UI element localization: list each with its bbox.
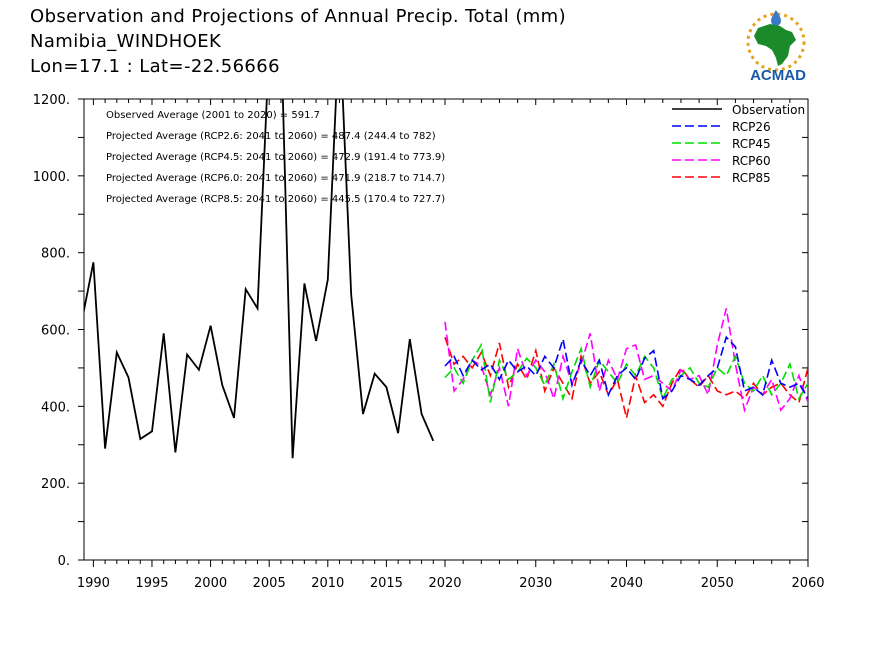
annotation-text: Projected Average (RCP2.6: 2041 to 2060)…: [106, 131, 436, 142]
acmad-logo: ACMAD: [746, 10, 806, 84]
sun-rays-icon: [746, 12, 806, 72]
x-tick-label: 2005: [253, 576, 286, 591]
location-label: Namibia_WINDHOEK: [30, 31, 222, 52]
legend: Observation RCP26 RCP45 RCP60 RCP85: [672, 103, 805, 185]
y-tick-label: 600.: [41, 324, 70, 339]
y-tick-label: 800.: [41, 247, 70, 262]
series-line-rcp60: [444, 308, 808, 414]
logo-text: ACMAD: [750, 67, 806, 84]
y-tick-label: 200.: [41, 477, 70, 492]
annotations: Observed Average (2001 to 2020) = 591.7 P…: [106, 110, 445, 205]
y-tick-label: 0.: [58, 554, 70, 569]
x-tick-label: 2050: [701, 576, 734, 591]
coordinates-label: Lon=17.1 : Lat=-22.56666: [30, 56, 280, 77]
chart-title: Observation and Projections of Annual Pr…: [30, 6, 567, 27]
y-tick-label: 400.: [41, 400, 70, 415]
series-lines: [84, 99, 808, 459]
series-line-rcp45: [444, 342, 808, 403]
x-tick-label: 2040: [610, 576, 643, 591]
water-drop-icon: [771, 10, 781, 26]
x-tick-label: 2030: [519, 576, 552, 591]
africa-map-icon: [754, 24, 796, 66]
x-tick-label: 2015: [370, 576, 403, 591]
x-tick-label: 1990: [77, 576, 110, 591]
y-tick-label: 1000.: [33, 170, 70, 185]
x-tick-label: 2000: [194, 576, 227, 591]
x-tick-label: 2060: [791, 576, 824, 591]
annotation-text: Projected Average (RCP4.5: 2041 to 2060)…: [106, 152, 445, 163]
series-line-observation: [84, 99, 435, 459]
legend-label: RCP26: [732, 120, 771, 134]
legend-label: Observation: [732, 103, 805, 117]
axes: 0. 200. 400. 600. 800. 1000. 1200. 1990 1995 2000…: [33, 93, 825, 591]
annotation-text: Projected Average (RCP6.0: 2041 to 2060)…: [106, 173, 445, 184]
series-line-rcp26: [444, 335, 808, 401]
legend-label: RCP45: [732, 137, 771, 151]
legend-label: RCP85: [732, 171, 771, 185]
y-tick-label: 1200.: [33, 93, 70, 108]
annotation-text: Projected Average (RCP8.5: 2041 to 2060)…: [106, 194, 445, 205]
x-tick-label: 2020: [428, 576, 461, 591]
x-tick-label: 2010: [311, 576, 344, 591]
legend-label: RCP60: [732, 154, 771, 168]
annotation-text: Observed Average (2001 to 2020) = 591.7: [106, 110, 320, 121]
x-tick-label: 1995: [135, 576, 168, 591]
